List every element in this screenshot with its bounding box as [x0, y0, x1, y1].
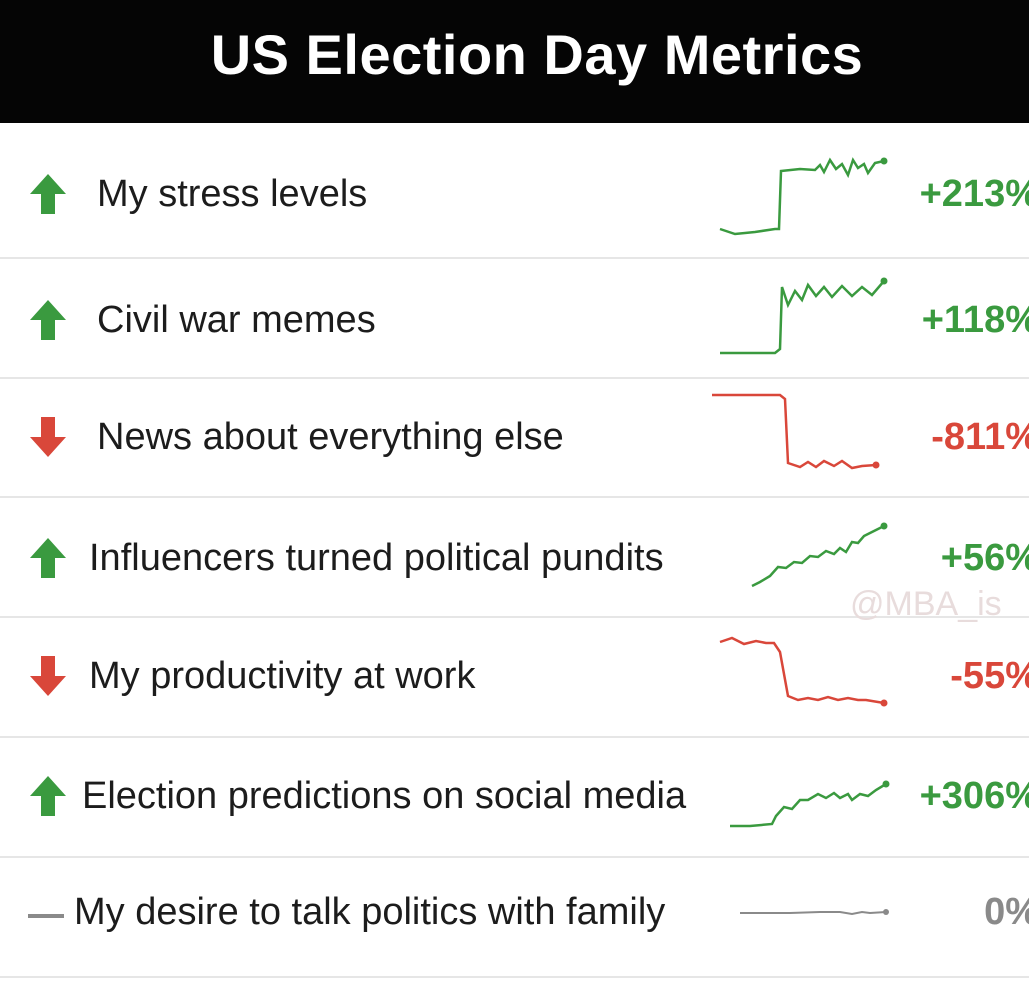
watermark-text: @MBA_is — [850, 585, 1002, 623]
arrow-down-icon — [30, 417, 66, 457]
metric-change: -811% — [931, 416, 1029, 458]
metric-label: Civil war memes — [97, 299, 376, 341]
page-title: US Election Day Metrics — [210, 23, 864, 86]
sparkline — [719, 636, 888, 707]
metric-change: +213% — [919, 173, 1029, 215]
metric-row-family: My desire to talk politics with family 0… — [0, 856, 1029, 978]
metric-row-productivity: My productivity at work -55% — [0, 616, 1029, 738]
sparkline — [751, 522, 888, 588]
sparkline — [740, 909, 889, 916]
arrow-up-icon — [30, 174, 66, 214]
arrow-up-icon — [30, 538, 66, 578]
arrow-up-icon — [30, 776, 66, 816]
metric-row-memes: Civil war memes +118% — [0, 257, 1029, 379]
sparkline — [720, 277, 888, 355]
metric-change: +118% — [921, 299, 1029, 341]
metric-change: +306% — [919, 775, 1029, 817]
metric-row-predictions: Election predictions on social media +30… — [0, 736, 1029, 858]
metric-change: 0% — [984, 891, 1029, 933]
metric-label: Election predictions on social media — [82, 775, 687, 817]
arrow-up-icon — [30, 300, 66, 340]
metric-row-influencers: Influencers turned political pundits +56… — [0, 496, 1029, 618]
sparkline — [712, 393, 880, 470]
sparkline — [719, 157, 888, 236]
metric-change: +56% — [940, 537, 1029, 579]
metric-label: My desire to talk politics with family — [74, 891, 666, 933]
metric-label: My productivity at work — [89, 655, 476, 697]
metric-change: -55% — [950, 655, 1029, 697]
metric-label: Influencers turned political pundits — [89, 537, 664, 579]
header-bar: US Election Day Metrics — [0, 0, 1029, 123]
metric-row-stress: My stress levels +213% — [0, 123, 1029, 259]
arrow-down-icon — [30, 656, 66, 696]
dash-icon — [28, 914, 64, 918]
metric-label: My stress levels — [97, 173, 368, 215]
sparkline — [730, 780, 890, 828]
metric-label: News about everything else — [97, 416, 564, 458]
metric-row-news: News about everything else -811% — [0, 377, 1029, 498]
